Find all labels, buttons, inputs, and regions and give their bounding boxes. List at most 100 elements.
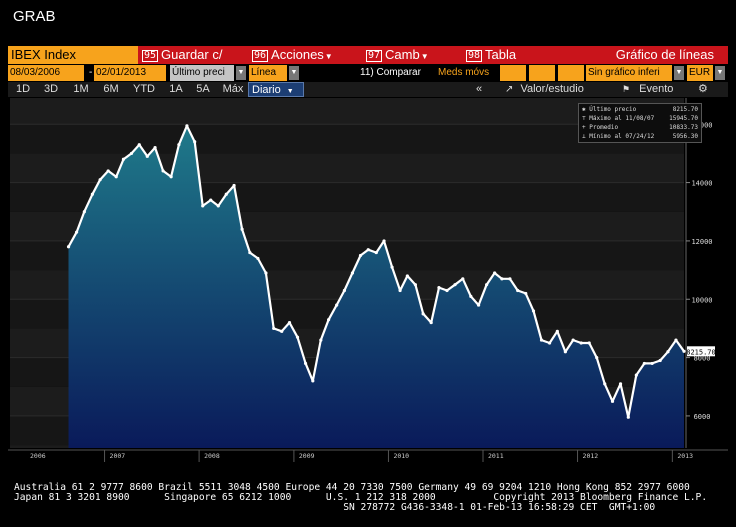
data-point (405, 274, 409, 278)
legend-label: Máximo al 11/08/07 (589, 115, 655, 122)
data-point (98, 178, 102, 182)
data-point (539, 338, 544, 342)
data-point (82, 210, 86, 214)
data-point (145, 154, 149, 158)
data-point (106, 169, 110, 173)
data-point (311, 379, 315, 383)
period-3d[interactable]: 3D (43, 83, 59, 95)
legend-row-max: ⊤ Máximo al 11/08/07 15945.70 (582, 114, 698, 123)
data-point (201, 204, 205, 208)
price-area (68, 125, 684, 449)
y-tick-label: 16000 (691, 121, 712, 129)
compare-button[interactable]: 11) Comparar (360, 67, 421, 78)
data-point (350, 271, 355, 275)
chart-type-select[interactable]: Línea (249, 65, 287, 81)
x-tick-label: 2006 (30, 452, 46, 460)
table-button[interactable]: 98 Tabla (466, 46, 516, 64)
chevron-down-icon: ▼ (286, 88, 294, 95)
period-1a[interactable]: 1A (169, 83, 183, 95)
data-point (358, 253, 363, 258)
period-max[interactable]: Máx (222, 83, 244, 95)
data-point (240, 227, 244, 231)
line-chart-icon: ↗ (505, 84, 514, 95)
parameter-row: 08/03/2006 - 02/01/2013 Último preci ▼ L… (8, 65, 728, 81)
price-chart[interactable]: 6000 8000 10000 12000 14000 16000 8215.70 2006 2… (8, 98, 728, 464)
function-bar: IBEX Index 95 Guardar c/ 96 Acciones▼ 97 Ca… (8, 46, 728, 64)
data-point (437, 285, 441, 290)
data-point (66, 245, 71, 249)
period-1m[interactable]: 1M (73, 83, 89, 95)
currency-select[interactable]: EUR (687, 65, 713, 81)
legend-row-min: ⊥ Mínimo al 07/24/12 5956.30 (582, 132, 698, 141)
gear-icon: ⚙ (698, 83, 708, 95)
legend-row-last: ✱ Último precio 8215.70 (582, 105, 698, 114)
data-point (232, 183, 236, 188)
data-point (272, 326, 276, 331)
legend-value: 8215.70 (672, 106, 698, 113)
data-point (224, 192, 228, 196)
data-point (555, 329, 559, 333)
asterisk-icon: ✱ (582, 106, 586, 113)
price-field-select[interactable]: Último preci (170, 65, 234, 81)
data-point (74, 230, 79, 234)
data-point (295, 335, 300, 339)
start-date-field[interactable]: 08/03/2006 (8, 65, 84, 81)
moving-average-field-2[interactable] (529, 65, 555, 81)
event-button[interactable]: ⚑ Evento (622, 82, 673, 97)
period-6m[interactable]: 6M (103, 83, 119, 95)
data-point (398, 288, 402, 293)
chevron-down-icon[interactable]: ▼ (289, 66, 299, 80)
x-tick-label: 2012 (583, 452, 599, 460)
window-title: GRAB (13, 8, 56, 25)
moving-averages-button[interactable]: Meds móvs (438, 67, 490, 78)
data-point (342, 288, 347, 293)
chevron-down-icon[interactable]: ▼ (674, 66, 684, 80)
period-ytd[interactable]: YTD (133, 83, 155, 95)
period-1d[interactable]: 1D (15, 83, 31, 95)
data-point (114, 175, 118, 179)
change-button[interactable]: 97 Camb▼ (366, 46, 429, 64)
lower-chart-select[interactable]: Sin gráfico inferi (586, 65, 672, 81)
caret-down-icon: ▼ (420, 52, 429, 61)
y-tick-label: 14000 (691, 180, 712, 188)
actions-button[interactable]: 96 Acciones▼ (252, 46, 333, 64)
data-point (658, 358, 662, 363)
data-point (650, 361, 654, 366)
table-button-number: 98 (466, 50, 483, 62)
collapse-button[interactable]: « (476, 83, 483, 95)
ticker-field[interactable]: IBEX Index (8, 46, 138, 64)
data-point (161, 169, 165, 173)
settings-button[interactable]: ⚙ (698, 82, 708, 97)
data-point (634, 373, 638, 377)
data-point (508, 277, 512, 281)
footer-contacts: Australia 61 2 9777 8600 Brazil 5511 304… (14, 483, 707, 513)
data-point (476, 303, 481, 307)
chevron-down-icon[interactable]: ▼ (236, 66, 246, 80)
data-point (421, 312, 425, 316)
frequency-select[interactable]: Diario ▼ (248, 82, 304, 97)
x-tick-label: 2013 (677, 452, 693, 460)
caret-down-icon: ▼ (324, 52, 333, 61)
footer-line-3: SN 278772 G436-3348-1 01-Feb-13 16:58:29… (14, 502, 656, 513)
moving-average-field-3[interactable] (558, 65, 584, 81)
data-point (129, 151, 134, 156)
period-5a[interactable]: 5A (196, 83, 210, 95)
data-point (327, 318, 331, 322)
x-tick-label: 2011 (488, 452, 504, 460)
chevron-down-icon[interactable]: ▼ (715, 66, 725, 80)
save-button[interactable]: 95 Guardar c/ (142, 46, 222, 64)
table-button-label: Tabla (485, 47, 517, 62)
date-separator: - (89, 67, 93, 78)
data-point (169, 175, 173, 179)
data-point (493, 271, 497, 275)
moving-average-field-1[interactable] (500, 65, 526, 81)
min-marker-icon: ⊥ (582, 133, 586, 140)
data-point (531, 309, 536, 313)
study-button[interactable]: ↗ Valor/estudio (505, 82, 584, 97)
change-button-number: 97 (366, 50, 383, 62)
data-point (185, 124, 189, 128)
end-date-field[interactable]: 02/01/2013 (94, 65, 166, 81)
data-point (319, 338, 323, 342)
save-button-label: Guardar c/ (161, 47, 223, 62)
data-point (579, 341, 583, 345)
